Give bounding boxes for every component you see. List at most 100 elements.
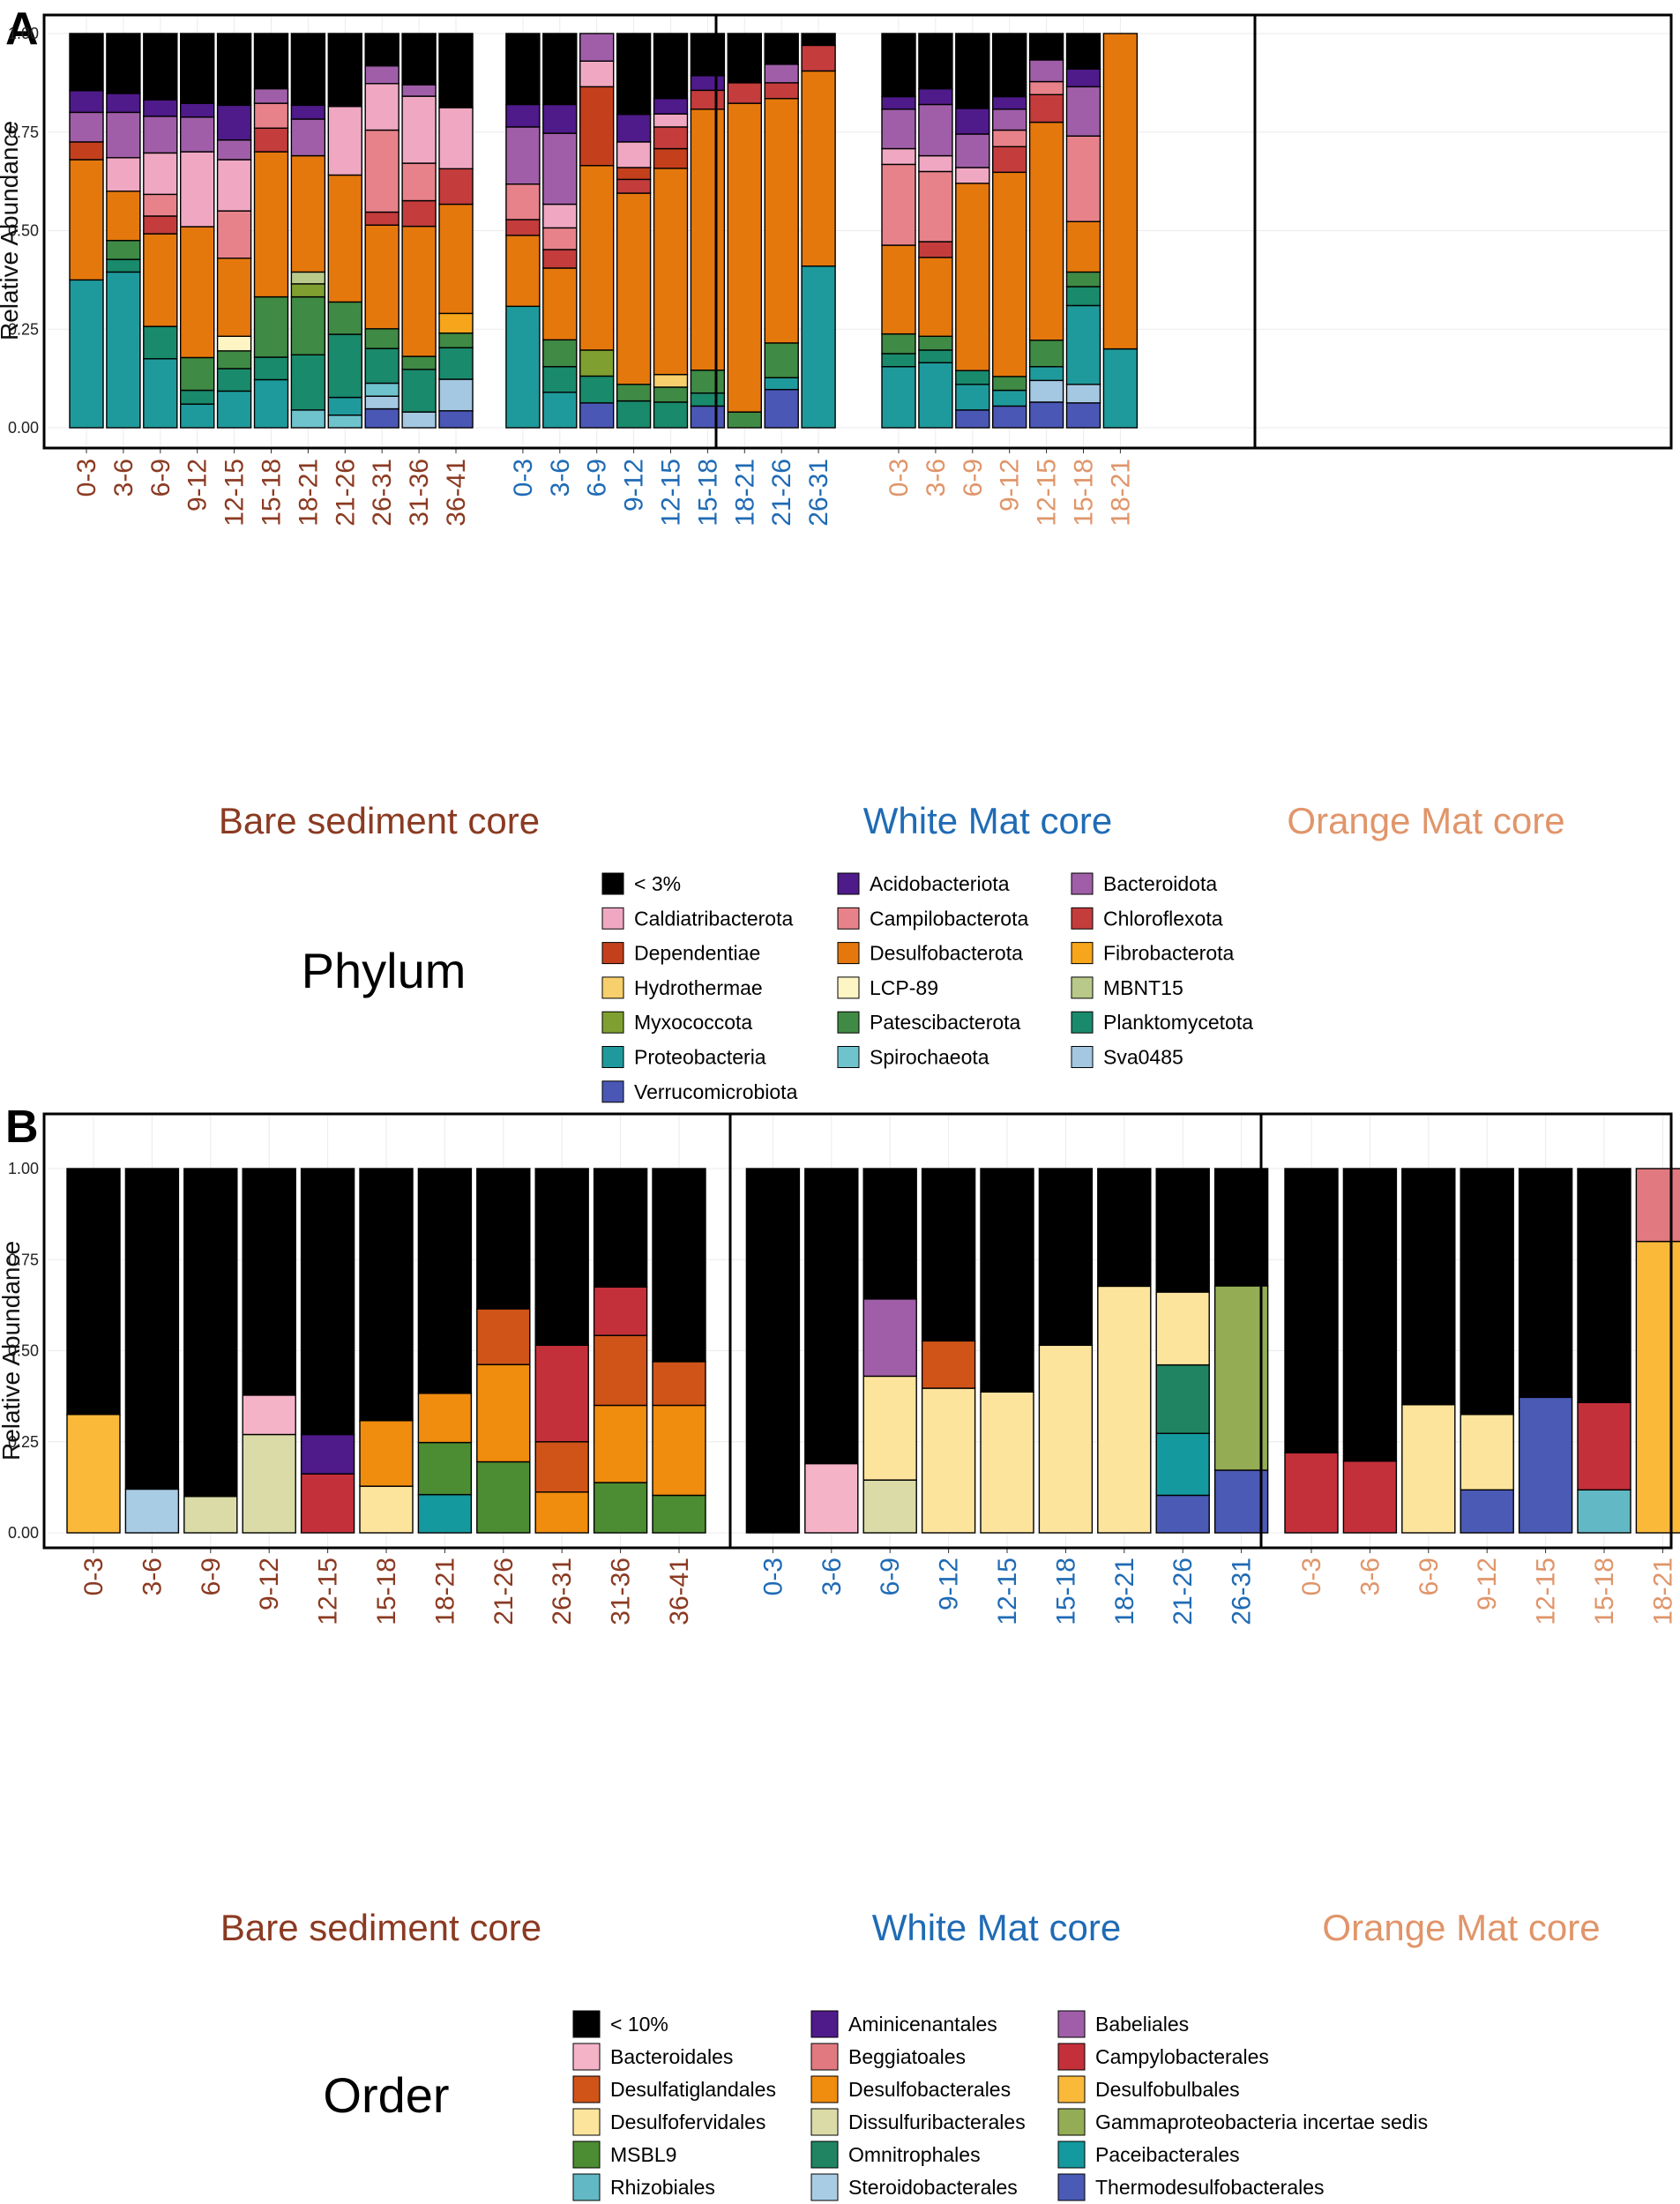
bar-segment-dissulfuribacterales bbox=[862, 1479, 917, 1534]
bar-segment-patescibacterota bbox=[542, 339, 578, 368]
bar-segment-lcp-89 bbox=[216, 335, 252, 352]
bar-segment-patescibacterota bbox=[881, 332, 916, 355]
x-tick-label: 0-3 bbox=[885, 459, 914, 497]
legend-item-rhizobiales: Rhizobiales bbox=[572, 2173, 715, 2201]
bar-segment-fibrobacterota bbox=[438, 312, 474, 334]
legend-swatch bbox=[601, 1080, 624, 1103]
bar-segment-desulfofervidales bbox=[921, 1387, 976, 1534]
x-tick-label: 6-9 bbox=[197, 1558, 226, 1595]
legend-label: Steroidobacterales bbox=[848, 2176, 1018, 2199]
bar-segment-desulfofervidales bbox=[1401, 1403, 1456, 1534]
legend-swatch bbox=[572, 2043, 601, 2071]
bar-segment-desulfatiglandales bbox=[921, 1340, 976, 1389]
bar-segment-bacteroidales bbox=[804, 1462, 859, 1534]
bar-segment-10 bbox=[300, 1168, 355, 1436]
legend-item-thermodesulfobacterales: Thermodesulfobacterales bbox=[1057, 2173, 1325, 2201]
bar-segment-bacteroidota bbox=[542, 132, 578, 205]
bar-segment-planktomycetota bbox=[616, 400, 652, 429]
bar-segment-caldiatribacterota bbox=[579, 60, 615, 88]
bar-segment-bacteroidota bbox=[991, 108, 1027, 131]
bar-segment-desulfobacterota bbox=[955, 183, 990, 371]
x-tick-label: 18-21 bbox=[1110, 1558, 1139, 1625]
legend-label: Hydrothermae bbox=[634, 976, 763, 999]
legend-swatch bbox=[572, 2173, 601, 2201]
bar-segment-desulfatiglandales bbox=[476, 1308, 531, 1365]
bar-segment-desulfobacterales bbox=[534, 1491, 589, 1534]
bar-segment-planktomycetota bbox=[327, 333, 362, 399]
legend-label: Spirochaeota bbox=[870, 1046, 989, 1069]
bar-segment-chloroflexota bbox=[505, 219, 541, 236]
bar-segment-patescibacterota bbox=[438, 332, 474, 348]
legend-swatch bbox=[1071, 907, 1094, 930]
legend-label: Gammaproteobacteria incertae sedis bbox=[1095, 2111, 1428, 2133]
y-tick-label: 0.25 bbox=[8, 1433, 39, 1451]
bar-segment-bacteroidota bbox=[918, 103, 953, 157]
bar-segment-mbnt15 bbox=[290, 271, 326, 285]
bar-segment-acidobacteriota bbox=[216, 104, 252, 141]
bar-segment-sva0485 bbox=[1028, 379, 1064, 403]
bar-segment-proteobacteria bbox=[327, 396, 362, 416]
bar-segment-10 bbox=[1155, 1168, 1210, 1293]
bar-segment-3 bbox=[438, 33, 474, 108]
legend-swatch bbox=[572, 2075, 601, 2103]
bar-segment-proteobacteria bbox=[143, 358, 178, 429]
bar-segment-acidobacteriota bbox=[991, 95, 1027, 110]
bar-segment-dissulfuribacterales bbox=[183, 1495, 238, 1534]
x-tick-label: 12-15 bbox=[657, 459, 686, 527]
x-tick-label: 6-9 bbox=[146, 459, 175, 497]
bar-segment-bacteroidota bbox=[955, 133, 990, 168]
x-tick-label: 6-9 bbox=[959, 459, 988, 497]
legend-label: Desulfofervidales bbox=[610, 2111, 765, 2133]
bar-segment-campylobacterales bbox=[593, 1286, 648, 1336]
bar-segment-msbl9 bbox=[652, 1494, 706, 1534]
legend-label: Bacteroidales bbox=[610, 2045, 733, 2068]
bar-segment-desulfobacterota bbox=[69, 159, 104, 281]
bar-segment-chloroflexota bbox=[918, 241, 953, 258]
bar-segment-planktomycetota bbox=[881, 353, 916, 368]
bar-segment-10 bbox=[1213, 1168, 1269, 1287]
bar-segment-proteobacteria bbox=[1065, 304, 1101, 385]
bar-segment-bacteroidota bbox=[106, 111, 141, 159]
bar-segment-patescibacterota bbox=[653, 386, 689, 403]
bar-segment-proteobacteria bbox=[1102, 347, 1139, 429]
bar-segment-chloroflexota bbox=[727, 82, 762, 104]
x-tick-label: 3-6 bbox=[818, 1558, 847, 1595]
bar-segment-proteobacteria bbox=[253, 378, 289, 429]
bar-segment-campilobacterota bbox=[253, 102, 289, 129]
bar-segment-desulfobacterota bbox=[179, 226, 215, 359]
bar-segment-campilobacterota bbox=[401, 162, 437, 202]
bar-segment-proteobacteria bbox=[179, 403, 215, 429]
legend-item-proteobacteria: Proteobacteria bbox=[601, 1046, 766, 1069]
x-tick-label: 18-21 bbox=[430, 1558, 459, 1625]
bar-segment-10 bbox=[66, 1168, 121, 1416]
x-tick-label: 0-3 bbox=[758, 1558, 788, 1595]
bar-segment-campilobacterota bbox=[991, 129, 1027, 147]
bar-segment-3 bbox=[991, 33, 1027, 98]
bar-segment-proteobacteria bbox=[542, 392, 578, 429]
bar-segment-campilobacterota bbox=[216, 210, 252, 259]
legend-label: Babeliales bbox=[1095, 2013, 1189, 2036]
bar-segment-verrucomicrobiota bbox=[438, 410, 474, 429]
bar-segment-3 bbox=[727, 33, 762, 84]
bar-segment-bacteroidota bbox=[401, 84, 437, 97]
bar-segment-campylobacterales bbox=[1284, 1452, 1339, 1534]
bar-segment-dependentiae bbox=[69, 141, 104, 161]
bar-segment-chloroflexota bbox=[801, 44, 836, 72]
bar-segment-3 bbox=[881, 33, 916, 98]
x-tick-label: 18-21 bbox=[1106, 459, 1135, 527]
bar-segment-chloroflexota bbox=[653, 126, 689, 150]
legend-item-paceibacterales: Paceibacterales bbox=[1057, 2140, 1240, 2169]
bar-segment-campylobacterales bbox=[534, 1344, 589, 1443]
bar-segment-desulfobacterota bbox=[991, 171, 1027, 377]
bar-segment-desulfobacterota bbox=[579, 165, 615, 351]
bar-segment-desulfobacterota bbox=[801, 70, 836, 267]
legend-item-desulfatiglandales: Desulfatiglandales bbox=[572, 2075, 776, 2103]
bar-segment-bacteroidota bbox=[881, 108, 916, 150]
bar-segment-verrucomicrobiota bbox=[364, 407, 399, 429]
bar-segment-msbl9 bbox=[593, 1482, 648, 1534]
bar-segment-10 bbox=[1518, 1168, 1573, 1399]
bar-segment-3 bbox=[143, 33, 178, 101]
x-tick-label: 12-15 bbox=[220, 459, 250, 527]
legend-swatch bbox=[572, 2140, 601, 2169]
bar-segment-patescibacterota bbox=[364, 328, 399, 349]
